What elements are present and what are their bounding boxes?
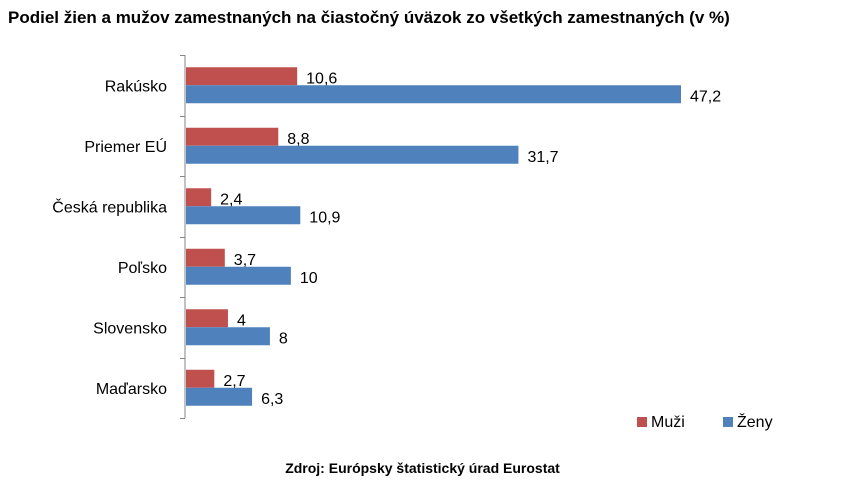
data-label: 47,2 <box>690 88 721 105</box>
bar-ženy <box>186 327 270 346</box>
legend-label: Ženy <box>737 412 773 431</box>
bar-muži <box>186 309 228 328</box>
bar-ženy <box>186 85 681 104</box>
data-label: 8 <box>279 330 288 347</box>
bar-muži <box>186 248 225 267</box>
data-label: 10,6 <box>306 70 337 87</box>
category-label: Priemer EÚ <box>84 137 167 156</box>
category-label: Česká republika <box>52 197 167 216</box>
bar-ženy <box>186 206 301 225</box>
source-note: Zdroj: Európsky štatistický úrad Eurosta… <box>285 460 560 476</box>
bar-ženy <box>186 266 291 285</box>
data-label: 2,7 <box>223 373 245 390</box>
data-label: 3,7 <box>234 252 256 269</box>
data-label: 10,9 <box>309 209 340 226</box>
data-label: 10 <box>300 270 318 287</box>
data-label: 8,8 <box>287 131 309 148</box>
data-label: 31,7 <box>527 149 558 166</box>
legend-label: Muži <box>651 414 685 431</box>
chart-title: Podiel žien a mužov zamestnaných na čias… <box>8 8 730 27</box>
category-label: Slovensko <box>93 320 167 337</box>
legend-swatch <box>723 417 733 427</box>
data-label: 4 <box>237 312 246 329</box>
legend-swatch <box>637 417 647 427</box>
data-label: 2,4 <box>220 191 242 208</box>
bar-muži <box>186 369 215 388</box>
bar-ženy <box>186 145 519 164</box>
bar-muži <box>186 67 298 86</box>
bar-muži <box>186 127 279 146</box>
category-label: Poľsko <box>118 260 167 277</box>
data-label: 6,3 <box>261 391 283 408</box>
bar-muži <box>186 188 212 207</box>
category-label: Rakúsko <box>105 78 167 95</box>
category-label: Maďarsko <box>96 381 167 398</box>
bar-ženy <box>186 387 253 406</box>
